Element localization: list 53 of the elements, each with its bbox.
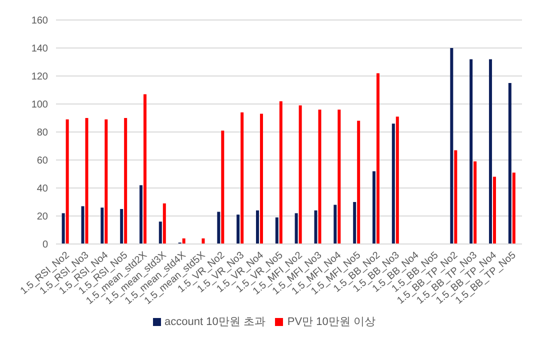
legend-label: PV만 10만원 이상 — [287, 316, 376, 328]
y-tick-label: 120 — [31, 72, 48, 83]
bar — [508, 83, 512, 244]
bar — [488, 59, 492, 244]
bar — [318, 110, 322, 244]
bar — [512, 172, 516, 244]
bar — [202, 238, 205, 244]
bar — [256, 210, 259, 244]
y-tick-label: 140 — [31, 44, 48, 55]
bar — [279, 101, 282, 244]
bar — [217, 212, 220, 244]
y-tick-label: 0 — [42, 240, 48, 251]
bar — [66, 119, 69, 244]
bar — [221, 130, 224, 244]
bar — [85, 118, 88, 244]
bar — [298, 105, 302, 244]
bar — [275, 217, 278, 244]
bar — [294, 213, 298, 244]
bar — [81, 206, 84, 244]
bar — [124, 118, 128, 244]
bar — [139, 185, 142, 244]
bar — [100, 208, 104, 244]
bar — [236, 214, 240, 244]
bar — [104, 119, 108, 244]
bar — [158, 222, 162, 244]
bar — [372, 171, 376, 244]
y-tick-label: 60 — [36, 156, 48, 167]
bar — [143, 94, 146, 244]
bar — [492, 176, 496, 244]
bar — [392, 124, 395, 244]
bar — [120, 209, 124, 244]
bar — [162, 203, 166, 244]
bar — [338, 110, 341, 244]
y-tick-label: 40 — [36, 184, 48, 195]
bar — [357, 120, 360, 244]
bar — [474, 161, 477, 244]
bar — [353, 202, 356, 244]
y-tick-label: 160 — [31, 16, 48, 27]
bar — [376, 73, 380, 244]
bar — [182, 238, 186, 244]
y-tick-label: 100 — [31, 100, 48, 111]
bar — [314, 210, 318, 244]
bar — [260, 114, 263, 244]
bar — [396, 116, 399, 244]
legend-label: account 10만원 초과 — [164, 316, 266, 328]
bar — [454, 150, 458, 244]
bar — [450, 48, 454, 244]
y-tick-label: 20 — [36, 212, 48, 223]
bar — [240, 112, 244, 244]
bar — [62, 213, 65, 244]
y-tick-label: 80 — [36, 128, 48, 139]
bar — [470, 59, 473, 244]
bar — [334, 204, 337, 244]
